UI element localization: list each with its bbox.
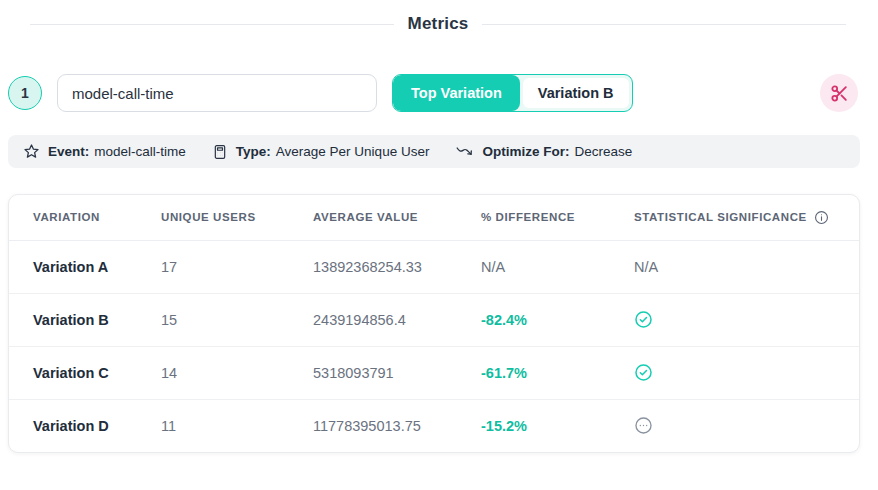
optimize-label: Optimize For: [482, 144, 569, 159]
table-row: Variation A 17 13892368254.33 N/A N/A [9, 240, 859, 293]
unique-users-value: 15 [161, 293, 313, 346]
average-value: 13892368254.33 [313, 240, 481, 293]
tab-top-variation[interactable]: Top Variation [393, 75, 520, 111]
tab-variation-b[interactable]: Variation B [523, 78, 629, 108]
variation-name: Variation B [9, 293, 161, 346]
difference-value: -15.2% [481, 399, 634, 452]
header-difference: % DIFFERENCE [481, 195, 634, 240]
results-table-card: VARIATION UNIQUE USERS AVERAGE VALUE % D… [8, 194, 860, 453]
header-average-value: AVERAGE VALUE [313, 195, 481, 240]
divider-line-left [30, 24, 394, 25]
significance-value [634, 346, 859, 399]
table-header-row: VARIATION UNIQUE USERS AVERAGE VALUE % D… [9, 195, 859, 240]
step-number-badge: 1 [8, 76, 42, 110]
optimize-value: Decrease [574, 144, 632, 159]
summary-optimize: Optimize For: Decrease [455, 143, 632, 160]
event-label: Event: [48, 144, 89, 159]
variation-name: Variation D [9, 399, 161, 452]
type-label: Type: [236, 144, 271, 159]
summary-type: Type: Average Per Unique User [212, 144, 430, 160]
table-row: Variation D 11 11778395013.75 -15.2% [9, 399, 859, 452]
check-circle-icon [634, 310, 653, 329]
unique-users-value: 11 [161, 399, 313, 452]
metrics-page: Metrics 1 Top Variation Variation B [0, 0, 878, 453]
star-icon [23, 143, 40, 160]
header-significance-label: STATISTICAL SIGNIFICANCE [634, 211, 807, 223]
average-value: 5318093791 [313, 346, 481, 399]
summary-event: Event: model-call-time [23, 143, 186, 160]
remove-metric-button[interactable] [820, 74, 858, 112]
variation-tab-group: Top Variation Variation B [392, 74, 633, 112]
event-value: model-call-time [94, 144, 186, 159]
check-circle-icon [634, 363, 653, 382]
calculator-icon [212, 144, 228, 160]
results-table: VARIATION UNIQUE USERS AVERAGE VALUE % D… [9, 195, 859, 452]
table-row: Variation B 15 2439194856.4 -82.4% [9, 293, 859, 346]
difference-value: -61.7% [481, 346, 634, 399]
info-icon[interactable] [814, 210, 829, 225]
average-value: 11778395013.75 [313, 399, 481, 452]
variation-name: Variation A [9, 240, 161, 293]
significance-value: N/A [634, 240, 859, 293]
header-unique-users: UNIQUE USERS [161, 195, 313, 240]
metric-name-input[interactable] [57, 74, 377, 112]
divider-line-right [482, 24, 846, 25]
scissors-icon [830, 84, 849, 103]
average-value: 2439194856.4 [313, 293, 481, 346]
significance-value [634, 293, 859, 346]
unique-users-value: 14 [161, 346, 313, 399]
type-value: Average Per Unique User [276, 144, 430, 159]
title-divider: Metrics [30, 14, 846, 34]
table-row: Variation C 14 5318093791 -61.7% [9, 346, 859, 399]
header-significance: STATISTICAL SIGNIFICANCE [634, 195, 859, 240]
ellipsis-circle-icon [634, 416, 653, 435]
metric-summary-bar: Event: model-call-time Type: Average Per… [8, 135, 860, 168]
page-title: Metrics [408, 14, 469, 34]
trend-down-icon [455, 143, 474, 160]
difference-value: -82.4% [481, 293, 634, 346]
metric-controls-row: 1 Top Variation Variation B [8, 74, 860, 112]
header-variation: VARIATION [9, 195, 161, 240]
difference-value: N/A [481, 240, 634, 293]
unique-users-value: 17 [161, 240, 313, 293]
variation-name: Variation C [9, 346, 161, 399]
significance-value [634, 399, 859, 452]
